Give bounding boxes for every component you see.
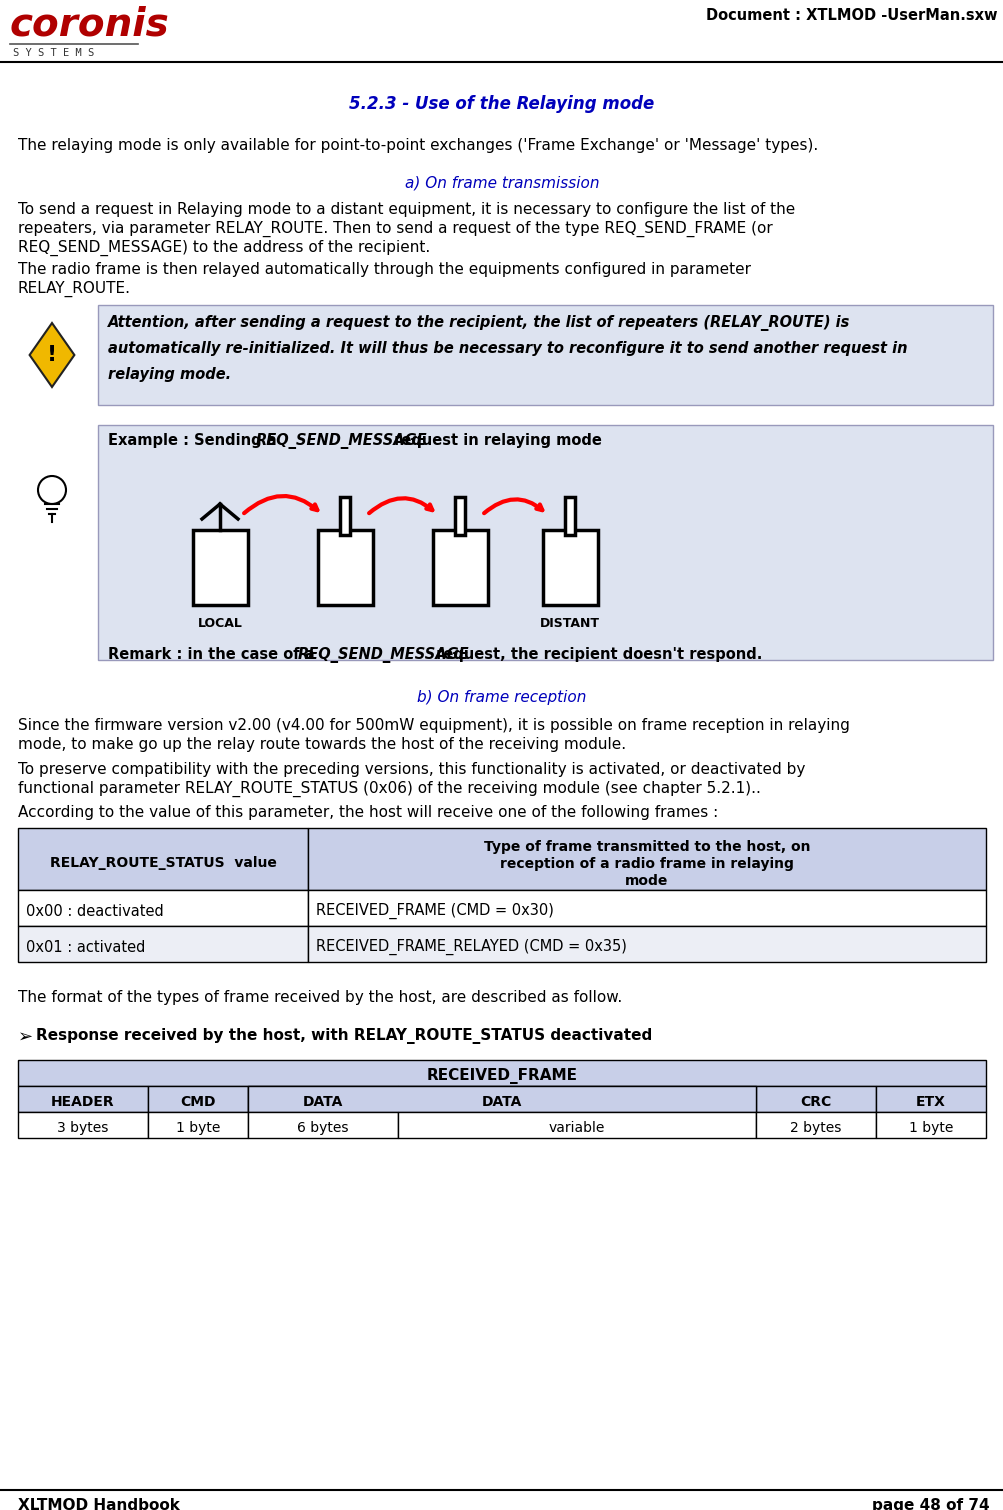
Bar (308, 926, 985, 962)
Text: The radio frame is then relayed automatically through the equipments configured : The radio frame is then relayed automati… (18, 263, 750, 276)
Text: coronis: coronis (10, 5, 170, 42)
Polygon shape (29, 323, 74, 387)
Text: a) On frame transmission: a) On frame transmission (404, 175, 599, 190)
Bar (98, 424, 992, 660)
Text: RECEIVED_FRAME: RECEIVED_FRAME (426, 1068, 577, 1084)
Text: functional parameter RELAY_ROUTE_STATUS (0x06) of the receiving module (see chap: functional parameter RELAY_ROUTE_STATUS … (18, 781, 760, 797)
Bar (193, 530, 248, 606)
Text: !: ! (47, 344, 57, 365)
Bar (454, 497, 464, 535)
Text: RECEIVED_FRAME (CMD = 0x30): RECEIVED_FRAME (CMD = 0x30) (316, 903, 554, 920)
Text: XLTMOD Handbook: XLTMOD Handbook (18, 1498, 180, 1510)
Text: Response received by the host, with RELAY_ROUTE_STATUS deactivated: Response received by the host, with RELA… (36, 1028, 652, 1043)
Bar (755, 1111, 876, 1139)
Bar (18, 926, 308, 962)
Text: Document : XTLMOD -UserMan.sxw: Document : XTLMOD -UserMan.sxw (706, 8, 997, 23)
Bar (755, 1086, 876, 1111)
Text: DISTANT: DISTANT (540, 618, 600, 630)
Text: 5.2.3 - Use of the Relaying mode: 5.2.3 - Use of the Relaying mode (349, 95, 654, 113)
Text: 1 byte: 1 byte (176, 1120, 220, 1136)
Text: 3 bytes: 3 bytes (57, 1120, 108, 1136)
Text: To send a request in Relaying mode to a distant equipment, it is necessary to co: To send a request in Relaying mode to a … (18, 202, 794, 217)
Bar (876, 1086, 985, 1111)
Text: b) On frame reception: b) On frame reception (417, 690, 586, 705)
Text: S Y S T E M S: S Y S T E M S (13, 48, 94, 57)
Text: REQ_SEND_MESSAGE: REQ_SEND_MESSAGE (298, 646, 469, 663)
Text: 0x01 : activated: 0x01 : activated (26, 939, 145, 954)
Text: RELAY_ROUTE_STATUS  value: RELAY_ROUTE_STATUS value (49, 856, 276, 870)
Text: According to the value of this parameter, the host will receive one of the follo: According to the value of this parameter… (18, 805, 717, 820)
Text: 1 byte: 1 byte (908, 1120, 952, 1136)
Text: reception of a radio frame in relaying: reception of a radio frame in relaying (499, 858, 793, 871)
Text: request, the recipient doesn't respond.: request, the recipient doesn't respond. (430, 646, 761, 661)
Text: 6 bytes: 6 bytes (297, 1120, 348, 1136)
Text: CMD: CMD (181, 1095, 216, 1108)
Bar (876, 1111, 985, 1139)
Text: repeaters, via parameter RELAY_ROUTE. Then to send a request of the type REQ_SEN: repeaters, via parameter RELAY_ROUTE. Th… (18, 220, 772, 237)
Text: Since the firmware version v2.00 (v4.00 for 500mW equipment), it is possible on : Since the firmware version v2.00 (v4.00 … (18, 717, 849, 732)
Text: The format of the types of frame received by the host, are described as follow.: The format of the types of frame receive… (18, 991, 622, 1006)
Text: REQ_SEND_MESSAGE: REQ_SEND_MESSAGE (256, 433, 427, 448)
Bar (543, 530, 598, 606)
Text: DATA: DATA (481, 1095, 522, 1108)
Bar (18, 1086, 147, 1111)
Bar (98, 305, 992, 405)
Text: HEADER: HEADER (51, 1095, 114, 1108)
Text: ETX: ETX (915, 1095, 945, 1108)
Text: The relaying mode is only available for point-to-point exchanges ('Frame Exchang: The relaying mode is only available for … (18, 137, 817, 153)
Text: DATA: DATA (303, 1095, 343, 1108)
Bar (318, 530, 373, 606)
Text: RECEIVED_FRAME_RELAYED (CMD = 0x35): RECEIVED_FRAME_RELAYED (CMD = 0x35) (316, 939, 626, 956)
Text: relaying mode.: relaying mode. (108, 367, 231, 382)
Bar (308, 827, 985, 889)
Text: Example : Sending a: Example : Sending a (108, 433, 282, 448)
Text: automatically re-initialized. It will thus be necessary to reconfigure it to sen: automatically re-initialized. It will th… (108, 341, 907, 356)
Bar (18, 889, 308, 926)
Bar (147, 1086, 248, 1111)
Text: REQ_SEND_MESSAGE) to the address of the recipient.: REQ_SEND_MESSAGE) to the address of the … (18, 240, 430, 257)
Text: 0x00 : deactivated: 0x00 : deactivated (26, 903, 163, 918)
Bar (565, 497, 575, 535)
Bar (18, 827, 308, 889)
Text: Remark : in the case of a: Remark : in the case of a (108, 646, 319, 661)
Bar (340, 497, 350, 535)
Text: page 48 of 74: page 48 of 74 (872, 1498, 989, 1510)
Bar (147, 1111, 248, 1139)
Text: request in relaying mode: request in relaying mode (388, 433, 601, 448)
Text: Type of frame transmitted to the host, on: Type of frame transmitted to the host, o… (483, 840, 809, 855)
Text: mode, to make go up the relay route towards the host of the receiving module.: mode, to make go up the relay route towa… (18, 737, 626, 752)
Bar (248, 1111, 397, 1139)
Text: LOCAL: LOCAL (198, 618, 242, 630)
Text: mode: mode (625, 874, 668, 888)
Bar (248, 1086, 755, 1111)
Bar (397, 1086, 755, 1111)
Bar (308, 889, 985, 926)
Text: ➢: ➢ (18, 1028, 33, 1046)
Bar (18, 1060, 985, 1086)
Text: CRC: CRC (799, 1095, 830, 1108)
Bar (432, 530, 487, 606)
Text: 2 bytes: 2 bytes (789, 1120, 841, 1136)
Text: To preserve compatibility with the preceding versions, this functionality is act: To preserve compatibility with the prece… (18, 763, 804, 778)
Bar (248, 1086, 397, 1111)
Bar (397, 1111, 755, 1139)
Text: variable: variable (549, 1120, 605, 1136)
Bar (18, 1111, 147, 1139)
Text: RELAY_ROUTE.: RELAY_ROUTE. (18, 281, 130, 297)
Text: Attention, after sending a request to the recipient, the list of repeaters (RELA: Attention, after sending a request to th… (108, 316, 850, 331)
